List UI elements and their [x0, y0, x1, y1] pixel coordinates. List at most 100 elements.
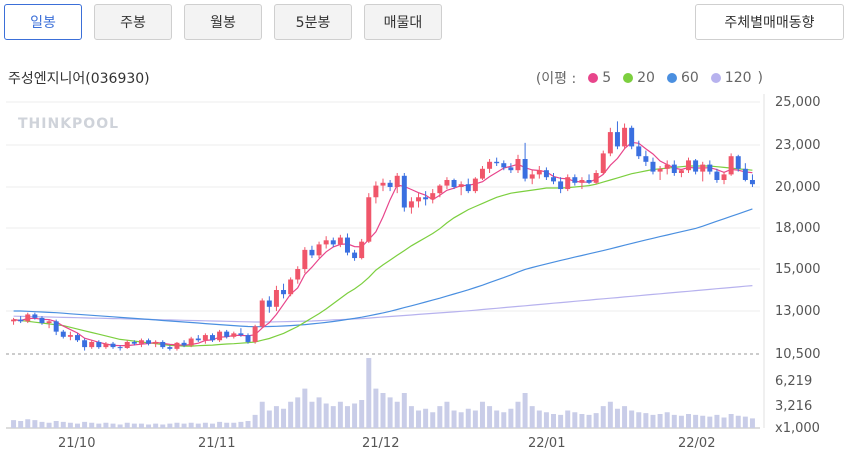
tab-daily[interactable]: 일봉: [4, 4, 82, 40]
volume-bar: [302, 388, 308, 428]
volume-bar: [18, 421, 24, 428]
candle-body: [146, 340, 152, 344]
volume-bar: [707, 416, 713, 428]
candle-body: [700, 164, 706, 172]
candle-body: [678, 170, 684, 173]
investor-trend-button[interactable]: 주체별매매동향: [695, 4, 844, 40]
candle-body: [103, 343, 109, 348]
ma120-label: 120: [724, 70, 752, 86]
moving-averages: [13, 141, 753, 347]
candle-body: [39, 317, 45, 324]
volume-bar: [209, 423, 215, 428]
candle-body: [600, 153, 606, 173]
price-tick: 13,000: [775, 304, 821, 319]
volume-bar: [238, 421, 244, 428]
candle-body: [167, 347, 173, 349]
candle-body: [636, 146, 642, 157]
candle-body: [551, 177, 557, 182]
candle-body: [11, 319, 17, 322]
volume-bar: [160, 424, 166, 428]
candle-body: [479, 168, 485, 179]
candle-body: [671, 164, 677, 173]
tab-weekly[interactable]: 주봉: [94, 4, 172, 40]
volume-bar: [32, 420, 38, 428]
candle-body: [380, 182, 386, 186]
volume-bar: [494, 410, 500, 428]
watermark: THINKPOOL: [18, 116, 119, 132]
volume-bar: [124, 422, 130, 428]
legend-ma120: 120: [710, 70, 752, 86]
volume-bar: [558, 414, 564, 428]
volume-bar: [593, 413, 599, 428]
candle-body: [32, 314, 38, 318]
ma5-line: [13, 141, 753, 347]
candle-body: [543, 170, 549, 178]
volume-bar: [416, 410, 422, 428]
legend-ma60: 60: [666, 70, 699, 86]
candle-body: [458, 184, 464, 187]
price-tick: 23,000: [775, 138, 821, 153]
volume-bar: [529, 406, 535, 428]
volume-bar: [636, 412, 642, 428]
candle-body: [650, 161, 656, 172]
candle-body: [110, 343, 116, 348]
volume-bars: [11, 358, 755, 428]
stock-title: 주성엔지니어(036930): [8, 71, 150, 87]
candle-body: [337, 237, 343, 245]
candle-body: [138, 340, 144, 344]
volume-bar: [330, 406, 336, 428]
legend-ma20: 20: [623, 70, 655, 86]
candle-body: [53, 321, 59, 332]
ma20-dot: [623, 73, 634, 83]
candle-body: [749, 180, 755, 185]
candle-body: [330, 240, 336, 245]
candle-body: [195, 338, 201, 341]
candle-body: [423, 197, 429, 200]
date-tick: 21/12: [362, 436, 399, 451]
date-tick: 22/02: [678, 436, 715, 451]
volume-bar: [53, 421, 59, 428]
candle-body: [657, 168, 663, 172]
volume-bar: [11, 420, 17, 428]
volume-bar: [75, 423, 80, 428]
volume-bar: [487, 406, 493, 428]
volume-bar: [380, 393, 386, 428]
volume-bar: [82, 421, 88, 428]
volume-bar: [501, 412, 507, 428]
candle-body: [465, 184, 471, 192]
candle-body: [366, 197, 372, 242]
ma5-label: 5: [602, 70, 612, 86]
candle-body: [735, 156, 741, 169]
candle-body: [295, 269, 301, 280]
candle-body: [316, 244, 322, 256]
ma60-line: [13, 208, 753, 328]
volume-bar: [629, 410, 635, 428]
candle-body: [693, 160, 699, 172]
volume-bar: [622, 406, 628, 428]
tab-5min[interactable]: 5분봉: [274, 4, 352, 40]
volume-bar: [146, 424, 152, 428]
volume-bar: [67, 422, 73, 428]
volume-bar: [430, 412, 436, 428]
volume-bar: [579, 414, 585, 428]
date-tick: 21/10: [58, 436, 95, 451]
volume-bar: [181, 423, 187, 428]
candle-body: [281, 290, 287, 295]
volume-bar: [337, 401, 343, 428]
candle-body: [401, 175, 407, 208]
candle-body: [416, 197, 422, 202]
volume-bar: [281, 408, 287, 428]
tab-volume-profile[interactable]: 매물대: [364, 4, 442, 40]
candle-body: [430, 193, 436, 200]
volume-bar: [735, 415, 741, 428]
candle-body: [224, 331, 230, 337]
volume-bar: [288, 401, 294, 428]
candle-body: [60, 331, 66, 337]
tab-monthly[interactable]: 월봉: [184, 4, 262, 40]
volume-bar: [586, 414, 592, 428]
volume-bar: [408, 406, 414, 428]
candle-body: [266, 300, 272, 307]
volume-bar: [344, 406, 350, 428]
candle-body: [96, 341, 102, 348]
